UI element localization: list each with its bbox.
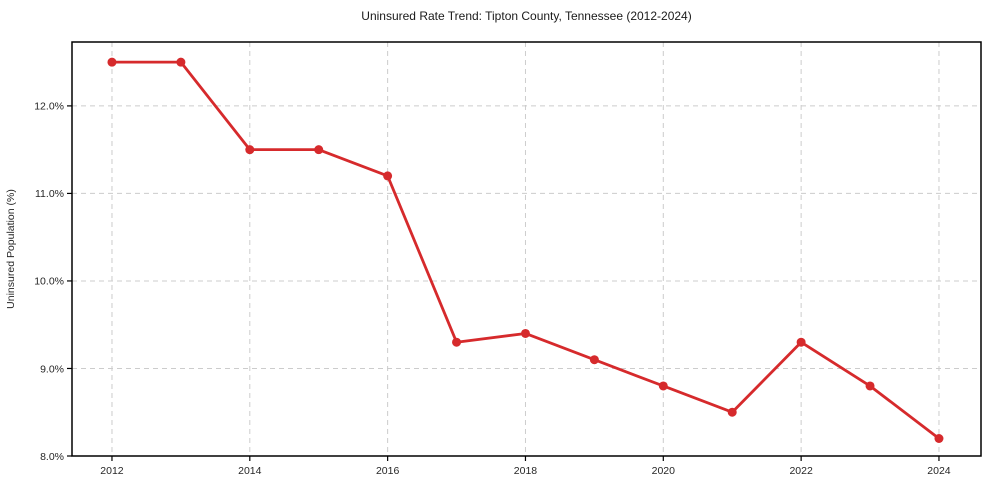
data-point-2014: [245, 145, 255, 155]
y-axis-label: Uninsured Population (%): [5, 189, 17, 309]
x-tick-label: 2020: [652, 465, 676, 477]
data-point-2020: [658, 381, 668, 391]
y-tick-label: 8.0%: [40, 451, 64, 463]
x-tick-label: 2018: [514, 465, 538, 477]
data-point-2012: [107, 57, 117, 67]
x-tick-label: 2016: [376, 465, 400, 477]
axis-ticks: [67, 105, 940, 461]
x-tick-label: 2014: [238, 465, 262, 477]
data-point-2015: [314, 145, 324, 155]
x-tick-label: 2024: [927, 465, 951, 477]
gridlines: [72, 42, 981, 457]
data-point-2016: [383, 171, 393, 181]
x-tick-label: 2022: [789, 465, 813, 477]
x-tick-label: 2012: [100, 465, 124, 477]
chart-title: Uninsured Rate Trend: Tipton County, Ten…: [361, 9, 691, 23]
y-tick-label: 11.0%: [35, 188, 64, 200]
data-point-2019: [589, 355, 599, 365]
axis-tick-labels: 2012 2014 2016 2018 2020 2022 2024 8.0% 9.0% 10.0…: [34, 101, 951, 477]
y-tick-label: 10.0%: [34, 276, 64, 288]
data-point-2017: [452, 337, 462, 347]
data-point-2013: [176, 57, 186, 67]
data-point-2018: [520, 328, 530, 338]
y-tick-label: 12.0%: [34, 101, 64, 113]
data-point-2022: [796, 337, 806, 347]
y-tick-label: 9.0%: [40, 363, 64, 375]
data-point-2023: [865, 381, 875, 391]
data-point-2024: [934, 433, 944, 443]
data-point-2021: [727, 407, 737, 417]
plot-border: [71, 41, 982, 457]
data-series: [107, 57, 944, 443]
